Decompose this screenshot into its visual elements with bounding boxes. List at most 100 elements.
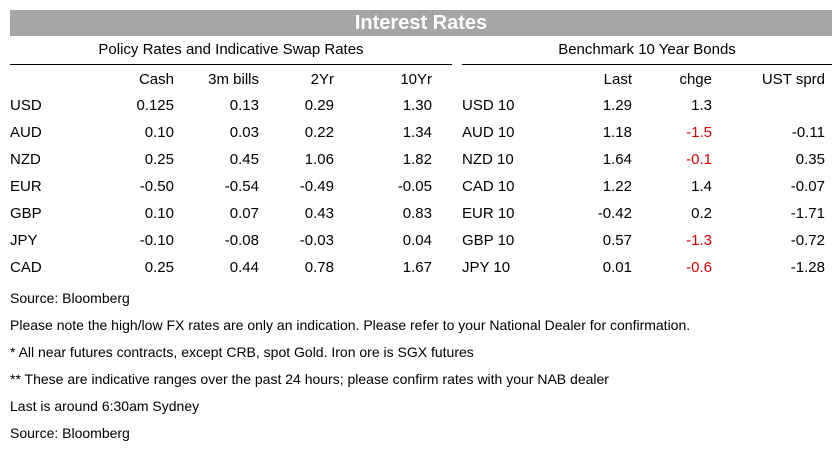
note-line: ** These are indicative ranges over the … [10,371,609,387]
table-row: AUD 10 1.18 -1.5 -0.11 [462,119,825,146]
table-cell: 0.04 [402,232,432,249]
table-cell: -0.05 [397,178,432,195]
note-line: * All near futures contracts, except CRB… [10,344,474,360]
table-cell: 1.18 [602,124,632,141]
table-cell: -0.50 [139,178,174,195]
row-label: USD 10 [462,97,515,114]
table-cell: 0.22 [304,124,334,141]
policy-rates-title: Policy Rates and Indicative Swap Rates [98,41,364,58]
column-header [10,68,102,92]
table-cell: 0.44 [229,259,259,276]
table-cell: 1.4 [691,178,712,195]
table-cell: -0.07 [790,178,825,195]
row-label: NZD [10,151,41,168]
table-cell: 0.35 [795,151,825,168]
column-header [462,68,552,92]
table-cell: -0.1 [686,151,712,168]
table-row: EUR -0.50 -0.54 -0.49 -0.05 [10,173,432,200]
table-row: JPY -0.10 -0.08 -0.03 0.04 [10,227,432,254]
table-cell: -0.6 [686,259,712,276]
table-cell: 1.34 [402,124,432,141]
table-cell: 1.64 [602,151,632,168]
table-cell: -0.42 [597,205,632,222]
note-line: Please note the high/low FX rates are on… [10,317,691,333]
table-row: USD 0.125 0.13 0.29 1.30 [10,92,432,119]
table-cell: 0.25 [144,151,174,168]
column-header: 10Yr [400,71,432,88]
bonds-table: Last chge UST sprd USD 10 1.29 1.3 AUD 10 1.18 -… [462,68,825,281]
row-label: AUD 10 [462,124,515,141]
table-cell: 1.29 [602,97,632,114]
row-label: GBP 10 [462,232,515,249]
row-label: USD [10,97,42,114]
note-line: Last is around 6:30am Sydney [10,398,200,414]
table-cell: -0.03 [299,232,334,249]
table-cell: 0.2 [691,205,712,222]
policy-rates-table: Cash 3m bills 2Yr 10Yr USD 0.125 0.13 0.29 1.30 A… [10,68,432,281]
table-cell: 0.125 [136,97,174,114]
header-row: Cash 3m bills 2Yr 10Yr [10,68,432,92]
row-label: AUD [10,124,42,141]
table-row: AUD 0.10 0.03 0.22 1.34 [10,119,432,146]
footnotes: Source: Bloomberg Please note the high/lo… [10,287,690,449]
table-cell [712,92,825,119]
bonds-divider [462,64,832,65]
row-label: GBP [10,205,42,222]
table-cell: 0.78 [304,259,334,276]
header-row: Last chge UST sprd [462,68,825,92]
table-cell: 0.25 [144,259,174,276]
table-cell: -0.08 [224,232,259,249]
table-cell: 0.03 [229,124,259,141]
row-label: JPY [10,232,38,249]
table-cell: 0.07 [229,205,259,222]
column-header: Last [603,71,632,88]
column-header: 3m bills [208,71,259,88]
table-cell: -0.10 [139,232,174,249]
column-header: chge [679,71,712,88]
note-line: Source: Bloomberg [10,290,130,306]
table-cell: 0.57 [602,232,632,249]
table-cell: -1.5 [686,124,712,141]
row-label: EUR [10,178,42,195]
table-row: GBP 0.10 0.07 0.43 0.83 [10,200,432,227]
table-cell: -0.11 [791,124,825,141]
column-header: Cash [138,71,174,88]
note-line: Source: Bloomberg [10,425,130,441]
table-row: JPY 10 0.01 -0.6 -1.28 [462,254,825,281]
table-row: CAD 0.25 0.44 0.78 1.67 [10,254,432,281]
column-header: 2Yr [310,71,334,88]
row-label: CAD 10 [462,178,515,195]
table-cell: 0.29 [304,97,334,114]
table-cell: 1.3 [691,97,712,114]
table-row: NZD 0.25 0.45 1.06 1.82 [10,146,432,173]
table-cell: 0.10 [144,205,174,222]
table-cell: -1.71 [790,205,825,222]
table-cell: 1.22 [602,178,632,195]
table-cell: 0.10 [144,124,174,141]
bonds-title: Benchmark 10 Year Bonds [558,41,736,58]
table-row: NZD 10 1.64 -0.1 0.35 [462,146,825,173]
table-row: GBP 10 0.57 -1.3 -0.72 [462,227,825,254]
table-cell: 0.01 [602,259,632,276]
table-row: CAD 10 1.22 1.4 -0.07 [462,173,825,200]
table-cell: 0.13 [229,97,259,114]
table-cell: 0.43 [304,205,334,222]
table-cell: 1.06 [304,151,334,168]
row-label: JPY 10 [462,259,511,276]
table-cell: -1.3 [686,232,712,249]
row-label: NZD 10 [462,151,514,168]
table-cell: -0.54 [224,178,259,195]
table-cell: 1.82 [402,151,432,168]
table-cell: 0.45 [229,151,259,168]
table-cell: 1.67 [402,259,432,276]
page-title: Interest Rates [10,10,832,36]
table-row: USD 10 1.29 1.3 [462,92,825,119]
table-cell: -1.28 [790,259,825,276]
table-cell: -0.72 [790,232,825,249]
row-label: EUR 10 [462,205,515,222]
table-cell: -0.49 [299,178,334,195]
policy-divider [10,64,452,65]
table-cell: 1.30 [402,97,432,114]
table-row: EUR 10 -0.42 0.2 -1.71 [462,200,825,227]
column-header: UST sprd [761,71,825,88]
